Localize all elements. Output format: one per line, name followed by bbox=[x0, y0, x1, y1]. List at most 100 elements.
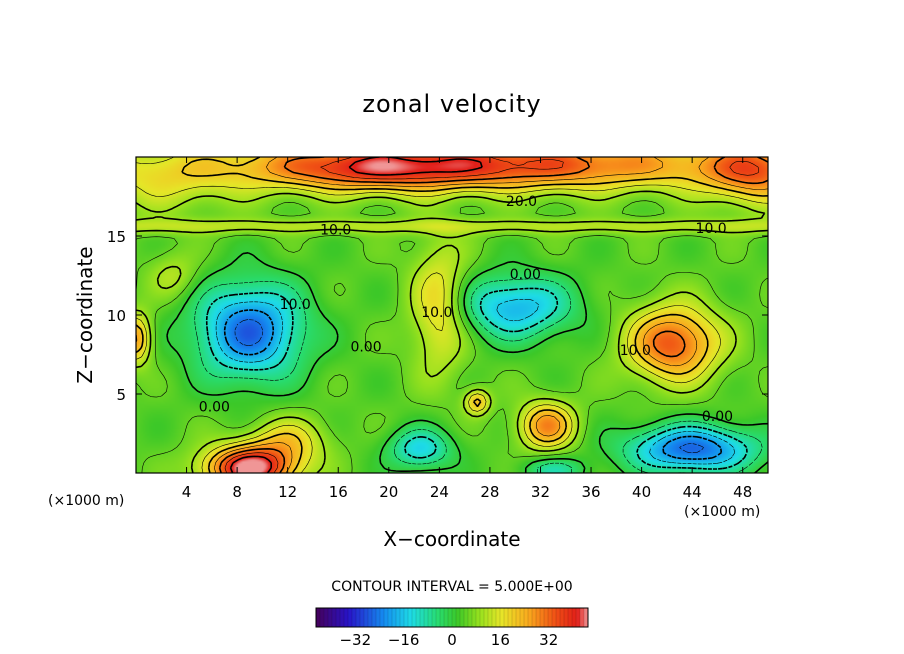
colorbar-swatch bbox=[564, 608, 569, 627]
contour-label: 10.0 bbox=[421, 305, 452, 321]
velocity-field bbox=[136, 157, 768, 473]
colorbar-swatch bbox=[420, 608, 425, 627]
colorbar-swatch bbox=[452, 608, 457, 627]
colorbar-swatch bbox=[324, 608, 329, 627]
x-tick-label: 32 bbox=[531, 483, 550, 501]
colorbar-swatch bbox=[520, 608, 525, 627]
colorbar-swatch bbox=[532, 608, 537, 627]
contour-level--25 bbox=[234, 319, 704, 453]
contour-level-15 bbox=[136, 157, 768, 473]
contour-level--10 bbox=[205, 287, 748, 470]
colorbar-swatch bbox=[500, 608, 505, 627]
x-tick-label: 48 bbox=[733, 483, 752, 501]
colorbar-swatch bbox=[524, 608, 529, 627]
contour-level--5 bbox=[194, 278, 763, 473]
colorbar-swatch bbox=[456, 608, 461, 627]
x-tick-label: 16 bbox=[329, 483, 348, 501]
colorbar-swatch bbox=[400, 608, 405, 627]
y-tick-label: 5 bbox=[116, 386, 126, 404]
x-tick-label: 36 bbox=[581, 483, 600, 501]
colorbar-swatch bbox=[572, 608, 577, 627]
y-axis-label: Z−coordinate bbox=[73, 246, 97, 383]
colorbar-swatch bbox=[364, 608, 369, 627]
colorbar-swatch bbox=[376, 608, 381, 627]
x-axis-ticks: 4 8 12 16 20 24 28 32 36 40 44 48 bbox=[182, 157, 752, 501]
colorbar-swatch bbox=[448, 608, 453, 627]
colorbar-swatch bbox=[484, 608, 489, 627]
colorbar-swatch bbox=[468, 608, 473, 627]
colorbar-swatch bbox=[576, 608, 581, 627]
colorbar-frame bbox=[315, 607, 589, 628]
colorbar-swatch bbox=[356, 608, 361, 627]
colorbar-swatch bbox=[512, 608, 517, 627]
x-tick-label: 8 bbox=[232, 483, 242, 501]
colorbar-swatch bbox=[472, 608, 477, 627]
colorbar-tick-label: −16 bbox=[388, 631, 420, 649]
colorbar-swatch bbox=[568, 608, 573, 627]
x-tick-label: 40 bbox=[632, 483, 651, 501]
colorbar-swatch bbox=[548, 608, 553, 627]
colorbar-swatch bbox=[508, 608, 513, 627]
x-tick-label: 44 bbox=[683, 483, 702, 501]
colorbar-swatch bbox=[504, 608, 509, 627]
contour-level-20 bbox=[136, 157, 768, 473]
colorbar-swatch bbox=[360, 608, 365, 627]
colorbar-swatch bbox=[336, 608, 341, 627]
colorbar-swatch bbox=[528, 608, 533, 627]
colorbar-swatch bbox=[536, 608, 541, 627]
contour-label: 0.00 bbox=[199, 400, 230, 416]
x-tick-label: 12 bbox=[278, 483, 297, 501]
colorbar-swatch bbox=[408, 608, 413, 627]
colorbar-swatch bbox=[480, 608, 485, 627]
contour-label: 20.0 bbox=[506, 194, 537, 210]
colorbar-swatch bbox=[464, 608, 469, 627]
y-tick-label: 10 bbox=[107, 307, 126, 325]
colorbar-swatch bbox=[436, 608, 441, 627]
colorbar-swatch bbox=[540, 608, 545, 627]
contour-level-5 bbox=[136, 200, 768, 473]
colorbar-swatch bbox=[340, 608, 345, 627]
colorbar-swatch bbox=[352, 608, 357, 627]
contour-labels: 20.0 10.0 10.0 10.0 10.0 10.0 0.00 0.00 0.00 0.00 bbox=[199, 194, 733, 425]
contour-label: 0.00 bbox=[350, 340, 381, 356]
colorbar-swatch bbox=[348, 608, 353, 627]
contour-label: 10.0 bbox=[280, 297, 311, 313]
contour-level-0 bbox=[166, 252, 768, 473]
colorbar-tick-label: 32 bbox=[539, 631, 558, 649]
colorbar-swatch bbox=[404, 608, 409, 627]
x-tick-label: 24 bbox=[430, 483, 449, 501]
contour-level-10 bbox=[136, 190, 768, 473]
colorbar-tick-label: 16 bbox=[491, 631, 510, 649]
colorbar-tick-label: −32 bbox=[339, 631, 371, 649]
colorbar-swatch bbox=[584, 608, 589, 627]
y-axis-ticks: 5 10 15 bbox=[107, 228, 768, 404]
contour-label: 0.00 bbox=[510, 267, 541, 283]
x-unit-right: (×1000 m) bbox=[684, 504, 760, 520]
colorbar-swatch bbox=[424, 608, 429, 627]
colorbar bbox=[315, 608, 589, 627]
contour-label: 10.0 bbox=[320, 223, 351, 239]
colorbar-swatch bbox=[396, 608, 401, 627]
colorbar-swatch bbox=[428, 608, 433, 627]
colorbar-swatch bbox=[332, 608, 337, 627]
colorbar-swatch bbox=[488, 608, 493, 627]
contour-level--15 bbox=[215, 299, 735, 465]
colorbar-swatch bbox=[372, 608, 377, 627]
chart-title: zonal velocity bbox=[362, 90, 541, 118]
colorbar-swatch bbox=[392, 608, 397, 627]
colorbar-swatch bbox=[444, 608, 449, 627]
x-tick-label: 28 bbox=[480, 483, 499, 501]
colorbar-swatch bbox=[416, 608, 421, 627]
colorbar-swatch bbox=[544, 608, 549, 627]
x-axis-label: X−coordinate bbox=[383, 527, 520, 551]
colorbar-swatch bbox=[412, 608, 417, 627]
x-tick-label: 4 bbox=[182, 483, 192, 501]
contour-level--20 bbox=[223, 309, 723, 460]
colorbar-tick-label: 0 bbox=[447, 631, 457, 649]
x-tick-label: 20 bbox=[379, 483, 398, 501]
colorbar-swatch bbox=[580, 608, 585, 627]
colorbar-swatch bbox=[460, 608, 465, 627]
colorbar-swatch bbox=[552, 608, 557, 627]
colorbar-swatch bbox=[320, 608, 325, 627]
